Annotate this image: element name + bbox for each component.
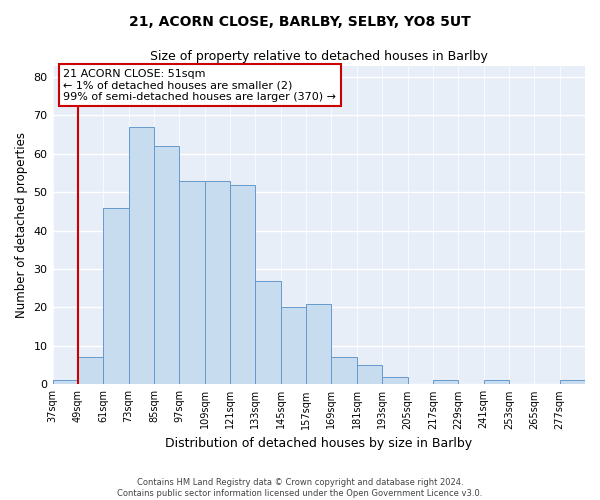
- Bar: [128, 127, 154, 384]
- Bar: [306, 304, 331, 384]
- Bar: [433, 380, 458, 384]
- Bar: [281, 308, 306, 384]
- Bar: [382, 376, 407, 384]
- Bar: [560, 380, 585, 384]
- Title: Size of property relative to detached houses in Barlby: Size of property relative to detached ho…: [150, 50, 488, 63]
- Text: 21 ACORN CLOSE: 51sqm
← 1% of detached houses are smaller (2)
99% of semi-detach: 21 ACORN CLOSE: 51sqm ← 1% of detached h…: [63, 68, 336, 102]
- Bar: [179, 181, 205, 384]
- Y-axis label: Number of detached properties: Number of detached properties: [15, 132, 28, 318]
- Bar: [357, 365, 382, 384]
- Bar: [484, 380, 509, 384]
- Bar: [205, 181, 230, 384]
- Bar: [103, 208, 128, 384]
- Bar: [256, 280, 281, 384]
- Bar: [331, 358, 357, 384]
- Bar: [53, 380, 78, 384]
- Text: 21, ACORN CLOSE, BARLBY, SELBY, YO8 5UT: 21, ACORN CLOSE, BARLBY, SELBY, YO8 5UT: [129, 15, 471, 29]
- Text: Contains HM Land Registry data © Crown copyright and database right 2024.
Contai: Contains HM Land Registry data © Crown c…: [118, 478, 482, 498]
- Bar: [154, 146, 179, 384]
- Bar: [78, 358, 103, 384]
- Bar: [230, 184, 256, 384]
- X-axis label: Distribution of detached houses by size in Barlby: Distribution of detached houses by size …: [165, 437, 472, 450]
